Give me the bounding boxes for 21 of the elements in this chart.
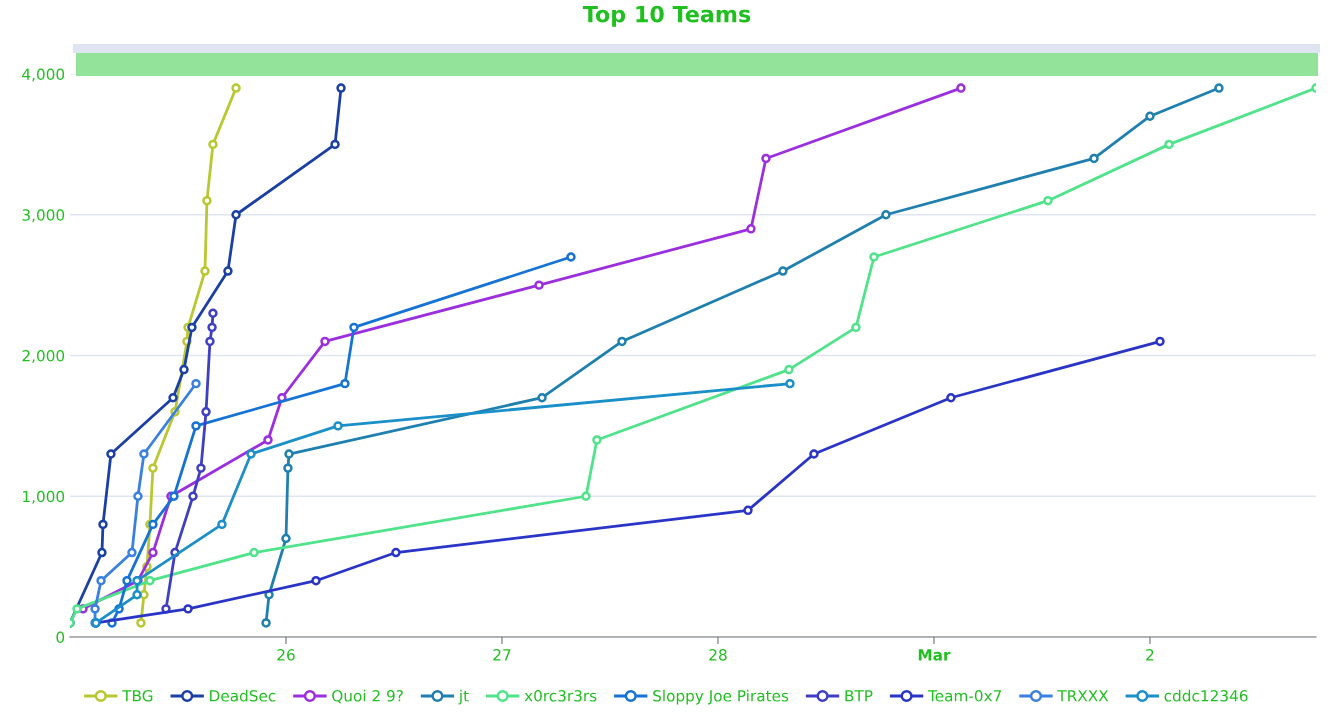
legend-label: x0rc3r3rs	[524, 690, 597, 702]
legend-label: jt	[458, 689, 469, 705]
y-tick-label: 4,000	[22, 68, 65, 82]
legend-label: DeadSec	[210, 689, 276, 702]
legend-label: TRXXX	[1057, 690, 1109, 702]
legend-label: Team-0x7	[927, 690, 1002, 702]
chart-title: Top 10 Teams	[582, 5, 751, 27]
legend-label: Sloppy Joe Pirates	[653, 689, 789, 705]
y-tick-label: 2,000	[22, 349, 65, 364]
x-tick-label: 27	[493, 649, 511, 661]
legend-label: BTP	[845, 690, 873, 702]
x-tick-label: 26	[277, 649, 295, 661]
legend-label: cddc12346	[1164, 689, 1248, 702]
y-tick-label: 3,000	[22, 209, 65, 223]
y-tick-label: 0	[56, 631, 65, 644]
x-tick-label: Mar	[918, 649, 951, 661]
legend-label: TBG	[122, 690, 153, 702]
y-tick-label: 1,000	[23, 490, 65, 504]
x-tick-label: 2	[1146, 649, 1154, 661]
x-tick-label: 28	[709, 649, 727, 661]
legend-label: Quoi 2 9?	[332, 689, 403, 704]
